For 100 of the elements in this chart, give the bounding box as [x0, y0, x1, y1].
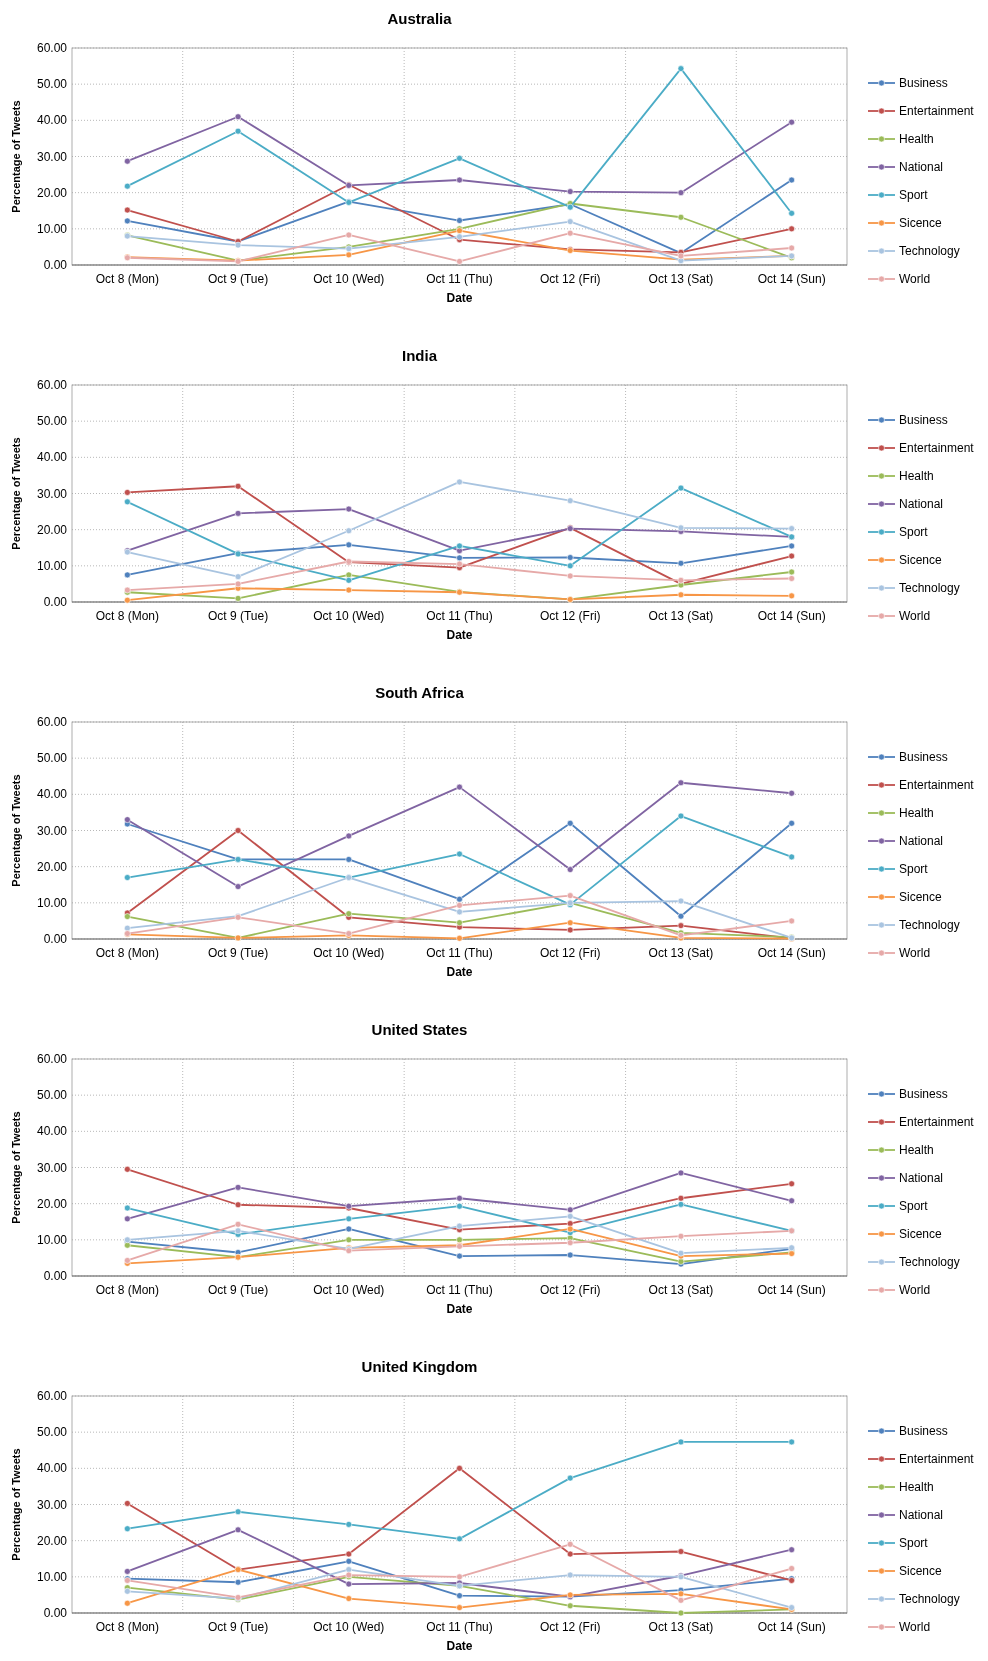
x-tick-label: Oct 11 (Thu): [426, 946, 493, 960]
legend-label: Sicence: [899, 1564, 943, 1578]
y-tick-label: 60.00: [36, 41, 68, 55]
legend-label: World: [899, 609, 931, 623]
y-tick-label: 30.00: [36, 486, 68, 501]
y-tick-label: 30.00: [36, 823, 68, 838]
x-tick-label: Oct 13 (Sat): [648, 1620, 714, 1634]
y-tick-label: 60.00: [36, 1052, 68, 1066]
y-tick-label: 20.00: [36, 1533, 68, 1548]
x-tick-label: Oct 14 (Sun): [757, 272, 826, 286]
y-tick-label: 30.00: [36, 1160, 68, 1175]
legend-label: World: [899, 1283, 931, 1297]
y-tick-label: 50.00: [36, 1088, 68, 1103]
y-tick-label: 20.00: [36, 1196, 68, 1211]
x-tick-label: Oct 14 (Sun): [757, 1283, 826, 1297]
legend-label: Sicence: [899, 1227, 943, 1241]
x-tick-label: Oct 9 (Tue): [207, 946, 269, 960]
chart-title: United States: [371, 1021, 468, 1038]
chart-title: United Kingdom: [361, 1358, 478, 1375]
legend-label: Technology: [899, 1255, 960, 1269]
y-tick-label: 50.00: [36, 751, 68, 766]
x-axis-title: Date: [446, 628, 473, 642]
x-tick-label: Oct 9 (Tue): [207, 609, 269, 623]
x-tick-label: Oct 12 (Fri): [539, 609, 601, 623]
chart-title: Australia: [387, 10, 453, 27]
y-axis-title: Percentage of Tweets: [10, 437, 22, 550]
x-tick-label: Oct 8 (Mon): [95, 272, 160, 286]
y-tick-label: 0.00: [43, 595, 68, 609]
x-tick-label: Oct 11 (Thu): [426, 609, 493, 623]
y-tick-label: 40.00: [36, 1461, 68, 1476]
x-tick-label: Oct 13 (Sat): [648, 609, 714, 623]
y-tick-label: 10.00: [36, 1569, 68, 1584]
y-tick-label: 50.00: [36, 77, 68, 92]
legend-label: Health: [899, 132, 934, 146]
legend-label: National: [899, 834, 944, 848]
y-tick-label: 10.00: [36, 1232, 68, 1247]
x-axis-title: Date: [446, 291, 473, 305]
legend-label: Entertainment: [899, 104, 975, 118]
legend-label: Entertainment: [899, 1452, 975, 1466]
x-tick-label: Oct 14 (Sun): [757, 1620, 826, 1634]
x-tick-label: Oct 13 (Sat): [648, 272, 714, 286]
legend-label: National: [899, 497, 944, 511]
legend-label: Sicence: [899, 890, 943, 904]
legend-label: Entertainment: [899, 1115, 975, 1129]
chart-title: South Africa: [375, 684, 465, 701]
y-tick-label: 0.00: [43, 1606, 68, 1620]
x-tick-label: Oct 9 (Tue): [207, 272, 269, 286]
legend-label: Technology: [899, 244, 960, 258]
x-tick-label: Oct 10 (Wed): [313, 1620, 385, 1634]
x-tick-label: Oct 10 (Wed): [313, 1283, 385, 1297]
x-tick-label: Oct 13 (Sat): [648, 1283, 714, 1297]
legend-label: Business: [899, 76, 948, 90]
y-tick-label: 0.00: [43, 258, 68, 272]
legend-label: Health: [899, 1480, 934, 1494]
y-axis-title: Percentage of Tweets: [10, 774, 22, 887]
x-tick-label: Oct 8 (Mon): [95, 946, 160, 960]
x-tick-label: Oct 12 (Fri): [539, 946, 601, 960]
legend-label: National: [899, 1508, 944, 1522]
y-tick-label: 60.00: [36, 715, 68, 729]
legend-label: Sport: [899, 525, 929, 539]
x-tick-label: Oct 14 (Sun): [757, 609, 826, 623]
legend-label: World: [899, 946, 931, 960]
x-tick-label: Oct 8 (Mon): [95, 609, 160, 623]
legend-label: Business: [899, 1424, 948, 1438]
y-tick-label: 30.00: [36, 149, 68, 164]
y-tick-label: 60.00: [36, 1389, 68, 1403]
y-tick-label: 60.00: [36, 378, 68, 392]
legend-label: Entertainment: [899, 441, 975, 455]
legend-label: Business: [899, 1087, 948, 1101]
x-tick-label: Oct 12 (Fri): [539, 1283, 601, 1297]
legend-label: Sicence: [899, 553, 943, 567]
y-tick-label: 0.00: [43, 932, 68, 946]
legend-label: Health: [899, 1143, 934, 1157]
x-axis-title: Date: [446, 1639, 473, 1653]
x-tick-label: Oct 12 (Fri): [539, 272, 601, 286]
x-tick-label: Oct 11 (Thu): [426, 272, 493, 286]
y-tick-label: 10.00: [36, 221, 68, 236]
legend-label: Technology: [899, 918, 960, 932]
x-tick-label: Oct 8 (Mon): [95, 1620, 160, 1634]
x-tick-label: Oct 9 (Tue): [207, 1283, 269, 1297]
legend-label: World: [899, 1620, 931, 1634]
x-tick-label: Oct 11 (Thu): [426, 1283, 493, 1297]
legend-label: Health: [899, 806, 934, 820]
x-tick-label: Oct 10 (Wed): [313, 946, 385, 960]
legend-label: Business: [899, 750, 948, 764]
legend-label: Sicence: [899, 216, 943, 230]
legend-label: Sport: [899, 188, 929, 202]
legend-label: Technology: [899, 581, 960, 595]
legend-label: Sport: [899, 1199, 929, 1213]
y-tick-label: 30.00: [36, 1497, 68, 1512]
y-tick-label: 50.00: [36, 414, 68, 429]
y-tick-label: 20.00: [36, 859, 68, 874]
y-tick-label: 50.00: [36, 1425, 68, 1440]
x-tick-label: Oct 9 (Tue): [207, 1620, 269, 1634]
x-tick-label: Oct 12 (Fri): [539, 1620, 601, 1634]
x-tick-label: Oct 10 (Wed): [313, 272, 385, 286]
x-tick-label: Oct 10 (Wed): [313, 609, 385, 623]
x-tick-label: Oct 8 (Mon): [95, 1283, 160, 1297]
legend-label: Sport: [899, 1536, 929, 1550]
x-axis-title: Date: [446, 965, 473, 979]
